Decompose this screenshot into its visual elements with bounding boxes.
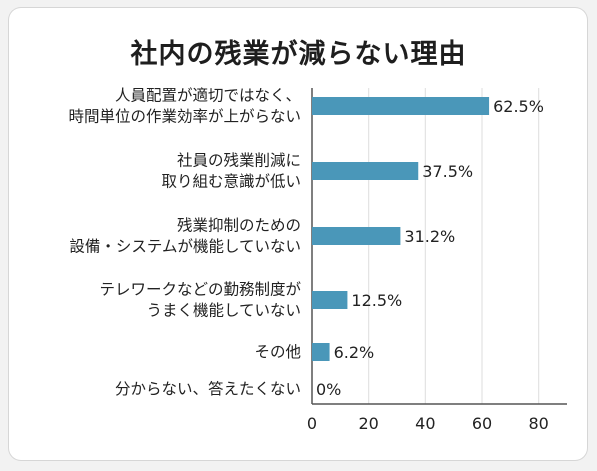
chart-title: 社内の残業が減らない理由	[130, 39, 467, 70]
category-label: 設備・システムが機能していない	[69, 238, 301, 256]
value-label: 6.2%	[334, 343, 375, 362]
value-label: 12.5%	[351, 291, 402, 310]
value-label: 0%	[316, 380, 341, 399]
bar	[312, 227, 401, 245]
category-label: 残業抑制のための	[177, 217, 301, 235]
x-tick-label: 80	[528, 414, 548, 433]
category-label: 社員の残業削減に	[177, 152, 301, 170]
x-tick-label: 20	[358, 414, 378, 433]
category-label: 取り組む意識が低い	[161, 172, 301, 191]
category-label: その他	[254, 343, 301, 361]
bar	[312, 162, 419, 180]
bar	[312, 291, 348, 309]
category-label: 分からない、答えたくない	[115, 380, 301, 398]
value-label: 31.2%	[404, 227, 455, 246]
category-label: うまく機能していない	[146, 302, 301, 320]
value-label: 37.5%	[422, 162, 473, 181]
x-tick-label: 60	[472, 414, 492, 433]
bar	[312, 343, 330, 361]
category-label: 人員配置が適切ではなく、	[115, 87, 301, 105]
x-tick-label: 0	[307, 414, 317, 433]
category-label: 時間単位の作業効率が上がらない	[68, 108, 301, 126]
category-label: テレワークなどの勤務制度が	[99, 281, 301, 299]
bar	[312, 97, 490, 115]
chart-card	[9, 8, 587, 460]
value-label: 62.5%	[493, 97, 544, 116]
x-tick-label: 40	[415, 414, 435, 433]
